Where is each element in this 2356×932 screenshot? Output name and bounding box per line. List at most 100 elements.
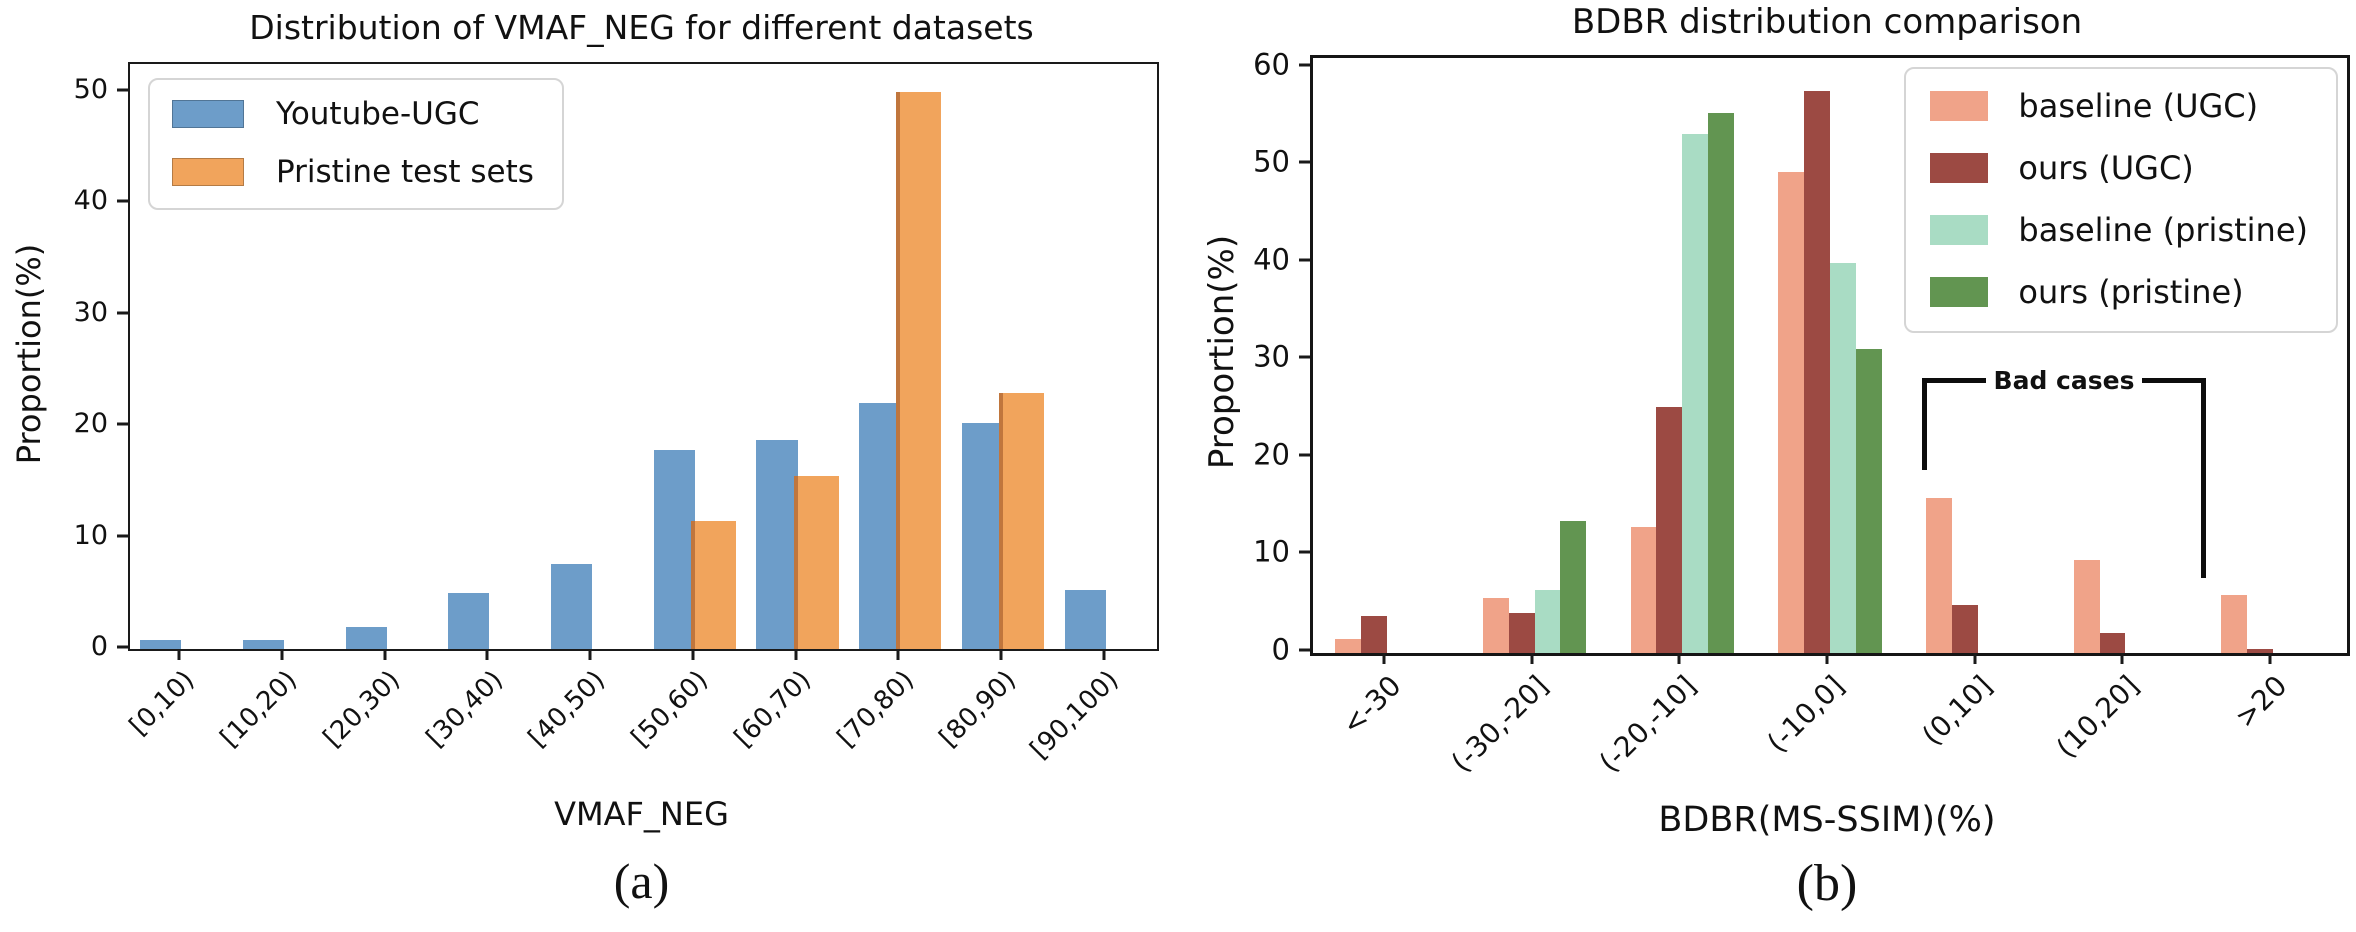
bar-group-[20,30) <box>335 64 438 649</box>
bar-group-[40,50) <box>541 64 644 649</box>
bar-group-[90,100) <box>1054 64 1157 649</box>
bar-Pristine test sets-[80,90) <box>998 392 1044 649</box>
x-tick-mark <box>1973 653 1977 664</box>
bar-Youtube-UGC-[0,10) <box>140 640 182 649</box>
x-tick-label: [20,30) <box>317 665 406 754</box>
y-tick-mark <box>117 311 128 315</box>
x-tick-mark <box>1530 653 1534 664</box>
bar-group-[60,70) <box>746 64 849 649</box>
chart-b-xlabel: BDBR(MS-SSIM)(%) <box>1658 800 1996 840</box>
bar-baseline (pristine)-(-20,-10] <box>1682 134 1709 653</box>
legend-item-ours-ugc: ours (UGC) <box>1930 149 2308 187</box>
chart-a-legend: Youtube-UGC Pristine test sets <box>148 78 564 210</box>
chart-b-legend: baseline (UGC) ours (UGC) baseline (pris… <box>1904 67 2338 333</box>
bar-baseline (UGC)-(10,20] <box>2073 560 2100 653</box>
bar-ours (pristine)-(-20,-10] <box>1708 112 1734 653</box>
y-tick-mark <box>117 88 128 92</box>
bar-Youtube-UGC-[10,20) <box>242 640 285 649</box>
bar-group-(0,10] <box>1904 58 2052 653</box>
x-tick-mark <box>794 649 798 660</box>
x-tick-label: [90,100) <box>1024 665 1125 765</box>
bad-cases-label: Bad cases <box>1993 365 2135 395</box>
legend-item-baseline-ugc: baseline (UGC) <box>1930 87 2308 125</box>
pristine-test-sets-swatch <box>172 158 244 186</box>
x-tick-label: (10,20] <box>2050 669 2146 765</box>
bar-baseline (UGC)->20 <box>2221 595 2248 653</box>
bar-baseline (UGC)-<-30 <box>1335 639 1361 653</box>
chart-b-title: BDBR distribution comparison <box>1571 2 2083 42</box>
bracket-line-left <box>1922 377 1986 383</box>
x-tick-label: [80,90) <box>933 665 1023 754</box>
y-tick-label: 10 <box>1253 534 1290 569</box>
chart-a-y-axis: 0 10 20 30 40 50 <box>0 62 128 662</box>
bar-Pristine test sets-[60,70) <box>793 476 839 649</box>
bar-group-[50,60) <box>644 64 747 649</box>
x-tick-mark <box>383 649 387 660</box>
bracket-line-right <box>2142 377 2206 383</box>
y-tick-mark <box>1299 258 1310 262</box>
legend-item-ours-pristine: ours (pristine) <box>1930 273 2308 311</box>
x-tick-mark <box>1825 653 1829 664</box>
bar-ours (pristine)-(-10,0] <box>1855 348 1882 653</box>
bar-Youtube-UGC-[80,90) <box>961 422 1003 649</box>
bracket-right-tip <box>2201 378 2206 578</box>
panel-b: BDBR distribution comparison Proportion(… <box>1178 0 2356 932</box>
chart-b-x-axis: <-30 (-30,-20] (-20,-10] (-10,0] (0,10] (10,2… <box>1310 653 2344 813</box>
x-tick-label: [0,10) <box>124 665 201 742</box>
panel-a: Distribution of VMAF_NEG for different d… <box>0 8 1159 909</box>
bar-Pristine test sets-[50,60) <box>690 520 736 649</box>
bar-group-<-30 <box>1313 58 1461 653</box>
bar-Youtube-UGC-[90,100) <box>1064 589 1106 649</box>
bar-Pristine test sets-[70,80) <box>896 91 942 649</box>
y-tick-mark <box>1299 453 1310 457</box>
bar-group-(-20,-10] <box>1608 58 1756 653</box>
bracket-left-tip <box>1922 378 1927 470</box>
x-tick-mark <box>485 649 489 660</box>
bar-ours (pristine)-(-30,-20] <box>1560 521 1587 653</box>
chart-b-plot-area: baseline (UGC) ours (UGC) baseline (pris… <box>1310 55 2350 656</box>
legend-item-baseline-pristine: baseline (pristine) <box>1930 211 2308 249</box>
x-tick-mark <box>1382 653 1386 664</box>
x-tick-label: >20 <box>2228 669 2294 735</box>
bar-Youtube-UGC-[60,70) <box>756 439 798 649</box>
legend-label: ours (pristine) <box>2018 273 2244 311</box>
x-tick-mark <box>177 649 181 660</box>
chart-a-plot-area: Youtube-UGC Pristine test sets <box>128 62 1159 651</box>
caption-a: (a) <box>613 853 670 909</box>
y-tick-label: 20 <box>1253 437 1290 472</box>
bar-ours (UGC)-<-30 <box>1361 615 1387 653</box>
y-tick-label: 20 <box>73 408 108 440</box>
y-tick-mark <box>117 645 128 649</box>
bar-Youtube-UGC-[70,80) <box>859 402 901 649</box>
x-tick-label: [10,20) <box>215 665 304 754</box>
bar-baseline (pristine)-(-30,-20] <box>1534 589 1561 653</box>
bar-Youtube-UGC-[50,60) <box>653 449 695 649</box>
bad-cases-annotation: Bad cases <box>1922 365 2206 395</box>
bar-baseline (pristine)-(-10,0] <box>1829 262 1856 653</box>
y-tick-label: 40 <box>1253 242 1290 277</box>
x-tick-mark <box>999 649 1003 660</box>
bar-baseline (UGC)-(0,10] <box>1926 497 1952 653</box>
youtube-ugc-swatch <box>172 100 244 128</box>
x-tick-mark <box>691 649 695 660</box>
bar-Youtube-UGC-[20,30) <box>345 626 387 649</box>
chart-a-x-axis: [0,10) [10,20) [20,30) [30,40) [40,50) [50,60… <box>124 649 1155 809</box>
y-tick-label: 0 <box>90 630 108 662</box>
y-tick-label: 50 <box>73 73 108 105</box>
legend-item-youtube-ugc: Youtube-UGC <box>172 96 534 132</box>
bar-baseline (UGC)-(-30,-20] <box>1482 598 1509 653</box>
y-tick-mark <box>117 534 128 538</box>
bar-group-(-30,-20] <box>1461 58 1609 653</box>
legend-label: baseline (UGC) <box>2018 87 2259 125</box>
x-tick-mark <box>1677 653 1681 664</box>
chart-a-title: Distribution of VMAF_NEG for different d… <box>249 8 1034 47</box>
chart-b-y-axis: 0 10 20 30 40 50 60 <box>1178 47 1310 666</box>
ours-pristine-swatch <box>1930 277 1989 307</box>
bar-group-(10,20] <box>2052 58 2200 653</box>
x-tick-label: (-10,0] <box>1760 669 1851 760</box>
bar-group-[70,80) <box>849 64 952 649</box>
x-tick-mark <box>896 649 900 660</box>
x-tick-mark <box>280 649 284 660</box>
legend-label: Youtube-UGC <box>276 96 480 132</box>
